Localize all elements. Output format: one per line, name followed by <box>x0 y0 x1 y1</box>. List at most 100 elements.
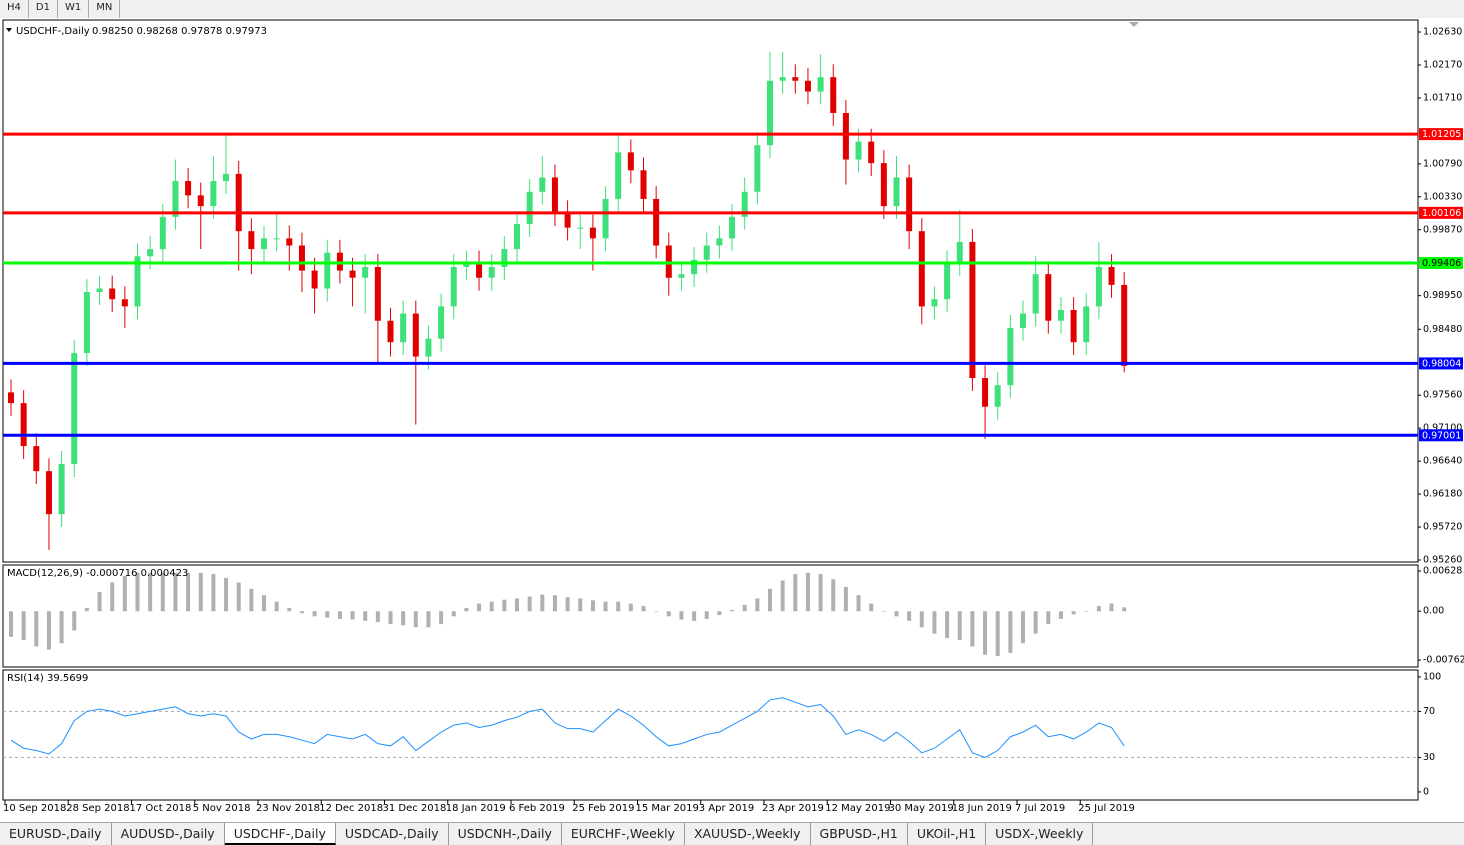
macd-bar <box>72 611 77 631</box>
candle-body <box>526 191 533 225</box>
candle-body <box>767 80 773 146</box>
candle-body <box>109 288 116 300</box>
candle-body <box>1070 309 1077 343</box>
x-tick-label: 17 Oct 2018 <box>130 803 192 814</box>
candle-body <box>716 238 723 246</box>
candle-body <box>931 299 938 307</box>
level-label-box <box>1419 429 1463 442</box>
candle-body <box>96 288 103 293</box>
macd-bar <box>312 611 317 617</box>
x-tick-label: 30 May 2019 <box>889 803 954 814</box>
macd-bar <box>983 611 988 655</box>
symbol-tab[interactable]: GBPUSD-,H1 <box>811 823 908 845</box>
timeframe-tab[interactable]: MN <box>89 0 121 18</box>
level-label: 1.01205 <box>1422 129 1461 140</box>
macd-bar <box>730 609 735 612</box>
x-tick-label: 28 Sep 2018 <box>66 803 129 814</box>
macd-bar <box>1122 607 1127 612</box>
macd-bar <box>135 572 140 612</box>
candle-body <box>185 181 192 196</box>
x-tick-label: 31 Dec 2018 <box>383 803 447 814</box>
x-tick-label: 7 Jul 2019 <box>1015 803 1065 814</box>
macd-bar <box>97 592 102 612</box>
candle-body <box>741 191 748 217</box>
macd-bar <box>34 611 39 647</box>
symbol-tab[interactable]: XAUUSD-,Weekly <box>685 823 811 845</box>
panel-title: MACD(12,26,9) -0.000716 0.000423 <box>7 568 188 579</box>
candle-body <box>476 263 483 278</box>
candle-body <box>286 238 293 246</box>
candle-body <box>362 267 369 278</box>
candle-body <box>539 177 546 192</box>
candle-body <box>1045 274 1052 321</box>
symbol-tab[interactable]: EURUSD-,Daily <box>0 823 112 845</box>
rsi-line <box>10 697 1125 758</box>
y-tick-label: 0.99870 <box>1423 224 1462 235</box>
candle-body <box>1083 306 1090 343</box>
macd-bar <box>692 611 697 621</box>
timeframe-tab[interactable]: D1 <box>29 0 58 18</box>
candle-body <box>311 270 318 289</box>
candle-body <box>729 216 736 239</box>
macd-bar <box>363 611 368 621</box>
symbol-tab[interactable]: UKOil-,H1 <box>908 823 987 845</box>
chart-window: 1.02630 1.02170 1.01710 1.00790 1.00330 0.998… <box>0 18 1464 822</box>
title-marker <box>6 28 12 32</box>
candle-body <box>134 256 141 307</box>
candle-body <box>438 306 445 339</box>
candle-body <box>514 224 520 250</box>
y-tick-label: 100 <box>1423 671 1441 682</box>
macd-bar <box>565 597 570 612</box>
macd-bar <box>262 595 266 612</box>
candle-body <box>1121 284 1128 366</box>
candle-body <box>210 181 217 207</box>
candle-body <box>551 177 558 214</box>
timeframe-tab[interactable]: W1 <box>58 0 90 18</box>
macd-bar <box>907 611 912 621</box>
candle-body <box>83 292 90 353</box>
macd-bar <box>768 588 772 612</box>
macd-bar <box>173 572 178 612</box>
candle-body <box>223 173 230 182</box>
candle-body <box>868 141 875 164</box>
x-tick-label: 12 May 2019 <box>825 803 890 814</box>
macd-bar <box>287 608 292 612</box>
x-tick-label: 15 Mar 2019 <box>636 803 699 814</box>
macd-bar <box>1109 603 1114 612</box>
macd-bar <box>805 572 810 612</box>
candle-body <box>33 446 40 472</box>
candle-body <box>969 241 976 379</box>
candle-body <box>994 385 1001 407</box>
macd-bar <box>502 599 507 612</box>
candle-body <box>703 245 710 260</box>
macd-bar <box>413 611 418 628</box>
symbol-tab[interactable]: EURCHF-,Weekly <box>562 823 685 845</box>
macd-bar <box>148 572 153 612</box>
macd-bar <box>337 611 342 619</box>
y-tick-label: 1.02630 <box>1423 27 1462 38</box>
symbol-tab[interactable]: USDCHF-,Daily <box>224 823 336 845</box>
macd-bar <box>666 611 671 617</box>
symbol-tab[interactable]: AUDUSD-,Daily <box>112 823 225 845</box>
candle-body <box>880 163 887 207</box>
macd-bar <box>881 611 886 612</box>
symbol-tab[interactable]: USDCAD-,Daily <box>336 823 449 845</box>
macd-bar <box>515 598 519 612</box>
macd-bar <box>198 572 203 612</box>
macd-bar <box>995 611 1000 657</box>
candle-body <box>298 245 305 271</box>
macd-bar <box>325 611 330 618</box>
candle-body <box>58 464 65 515</box>
candle-body <box>577 227 584 229</box>
macd-bar <box>489 601 494 612</box>
y-tick-label: 1.01710 <box>1423 92 1462 103</box>
macd-bar <box>451 611 456 617</box>
symbol-tab[interactable]: USDX-,Weekly <box>986 823 1094 845</box>
timeframe-tab[interactable]: H4 <box>0 0 29 18</box>
x-tick-label: 3 Apr 2019 <box>699 803 754 814</box>
macd-bar <box>249 588 254 612</box>
symbol-tab[interactable]: USDCNH-,Daily <box>449 823 562 845</box>
macd-bar <box>679 611 684 620</box>
macd-bar <box>350 611 355 620</box>
